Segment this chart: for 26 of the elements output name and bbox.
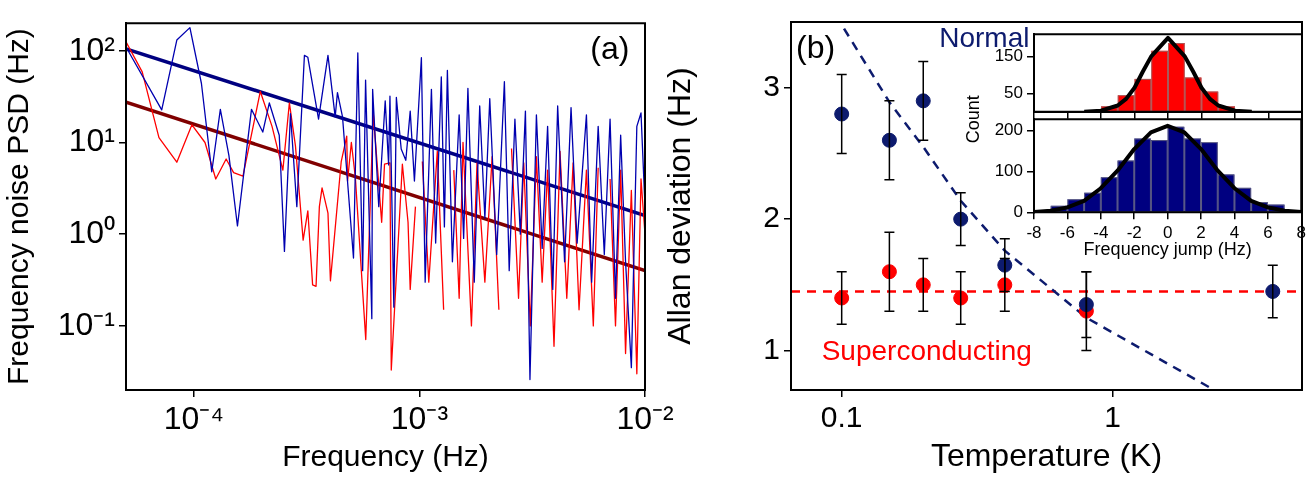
x-tick-label: -8	[1026, 223, 1042, 243]
x-tick-label: 0.1	[820, 400, 863, 434]
y-tick-label: 3	[763, 68, 780, 102]
y-tick-label: 10⁰	[68, 214, 115, 251]
y-axis-title: Count	[962, 95, 983, 144]
y-tick-label: 0	[1013, 201, 1023, 221]
y-tick-label: 50	[1004, 83, 1023, 103]
x-tick-label: -6	[1059, 223, 1075, 243]
annotation: (a)	[590, 30, 630, 67]
y-tick-label: 10⁻¹	[57, 305, 115, 342]
x-tick-label: 10⁻⁴	[163, 400, 225, 437]
x-tick-label: 10⁻³	[390, 400, 449, 437]
x-tick-label: 10⁻²	[616, 400, 674, 437]
y-tick-label: 10¹	[68, 122, 115, 159]
annotation: (b)	[796, 28, 836, 65]
x-tick-label: 1	[1104, 400, 1121, 434]
y-tick-label: 10²	[68, 30, 116, 67]
y-tick-label: 1	[763, 331, 780, 365]
x-axis-title: Temperature (K)	[930, 436, 1163, 473]
y-tick-label: 100	[994, 161, 1023, 181]
x-axis-title: Frequency (Hz)	[282, 439, 489, 473]
x-tick-label: 6	[1263, 223, 1273, 243]
y-tick-label: 200	[994, 120, 1023, 140]
y-axis-title: Frequency noise PSD (Hz)	[1, 28, 35, 385]
y-axis-title: Allan deviation (Hz)	[661, 67, 698, 345]
series-label: Superconducting	[821, 335, 1032, 367]
